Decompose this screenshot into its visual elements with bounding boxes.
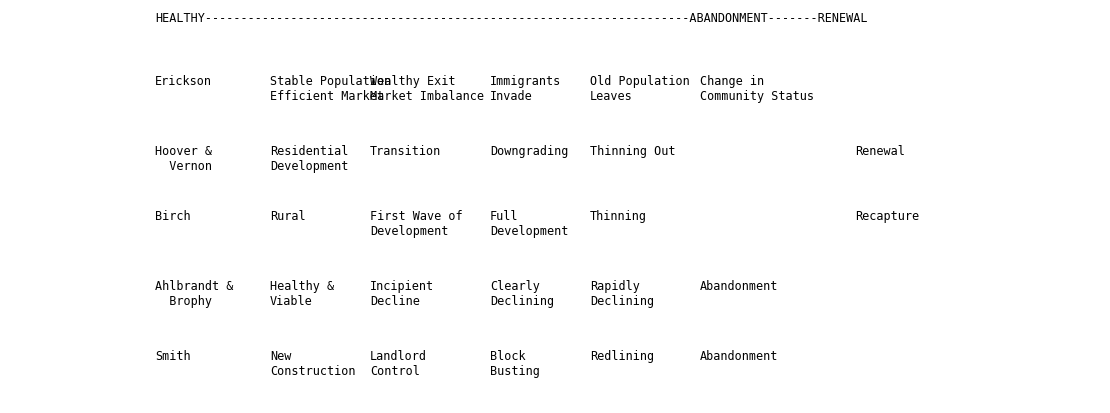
Text: Block
Busting: Block Busting [490, 349, 539, 377]
Text: First Wave of
Development: First Wave of Development [370, 209, 463, 237]
Text: Residential
Development: Residential Development [270, 145, 349, 173]
Text: Recapture: Recapture [855, 209, 919, 223]
Text: Thinning Out: Thinning Out [591, 145, 676, 158]
Text: Ahlbrandt &
  Brophy: Ahlbrandt & Brophy [155, 279, 233, 307]
Text: Change in
Community Status: Change in Community Status [700, 75, 814, 103]
Text: Landlord
Control: Landlord Control [370, 349, 427, 377]
Text: Rural: Rural [270, 209, 305, 223]
Text: Erickson: Erickson [155, 75, 212, 88]
Text: Thinning: Thinning [591, 209, 647, 223]
Text: Clearly
Declining: Clearly Declining [490, 279, 554, 307]
Text: Birch: Birch [155, 209, 191, 223]
Text: Old Population
Leaves: Old Population Leaves [591, 75, 689, 103]
Text: New
Construction: New Construction [270, 349, 355, 377]
Text: Incipient
Decline: Incipient Decline [370, 279, 434, 307]
Text: Abandonment: Abandonment [700, 279, 778, 292]
Text: Wealthy Exit
Market Imbalance: Wealthy Exit Market Imbalance [370, 75, 484, 103]
Text: Rapidly
Declining: Rapidly Declining [591, 279, 654, 307]
Text: Full
Development: Full Development [490, 209, 568, 237]
Text: Abandonment: Abandonment [700, 349, 778, 362]
Text: Downgrading: Downgrading [490, 145, 568, 158]
Text: Transition: Transition [370, 145, 442, 158]
Text: Smith: Smith [155, 349, 191, 362]
Text: Immigrants
Invade: Immigrants Invade [490, 75, 562, 103]
Text: HEALTHY--------------------------------------------------------------------ABAND: HEALTHY---------------------------------… [155, 12, 868, 25]
Text: Stable Population
Efficient Market: Stable Population Efficient Market [270, 75, 391, 103]
Text: Renewal: Renewal [855, 145, 905, 158]
Text: Redlining: Redlining [591, 349, 654, 362]
Text: Healthy &
Viable: Healthy & Viable [270, 279, 334, 307]
Text: Hoover &
  Vernon: Hoover & Vernon [155, 145, 212, 173]
